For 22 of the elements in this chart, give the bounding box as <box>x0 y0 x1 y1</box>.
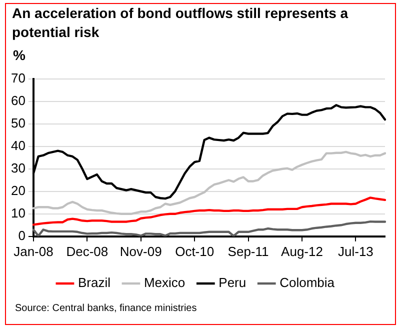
y-tick-label: 20 <box>10 182 26 198</box>
y-axis-title: % <box>13 47 26 63</box>
y-tick-label: 30 <box>10 160 26 176</box>
x-tick-label: Jul-13 <box>338 244 374 259</box>
y-tick-label: 0 <box>18 228 26 243</box>
y-tick-label: 60 <box>10 92 26 108</box>
legend-label: Colombia <box>280 275 336 290</box>
x-tick-label: Sep-11 <box>228 244 269 259</box>
x-tick-label: Nov-09 <box>120 244 162 259</box>
y-tick-label: 50 <box>10 115 26 130</box>
x-tick-label: Dec-08 <box>66 244 108 259</box>
y-tick-label: 70 <box>10 70 26 86</box>
x-tick-label: Aug-12 <box>281 244 323 259</box>
chart-title: An acceleration of bond outflows still represents a potential risk <box>12 4 350 42</box>
legend-label: Mexico <box>144 275 186 290</box>
y-tick-label: 40 <box>10 138 26 153</box>
x-tick-label: Jan-08 <box>14 244 54 259</box>
y-tick-label: 10 <box>10 205 26 220</box>
legend-label: Peru <box>218 275 246 290</box>
x-tick-label: Oct-10 <box>175 244 214 259</box>
legend-label: Brazil <box>78 275 111 290</box>
source-note: Source: Central banks, finance ministries <box>15 303 197 314</box>
